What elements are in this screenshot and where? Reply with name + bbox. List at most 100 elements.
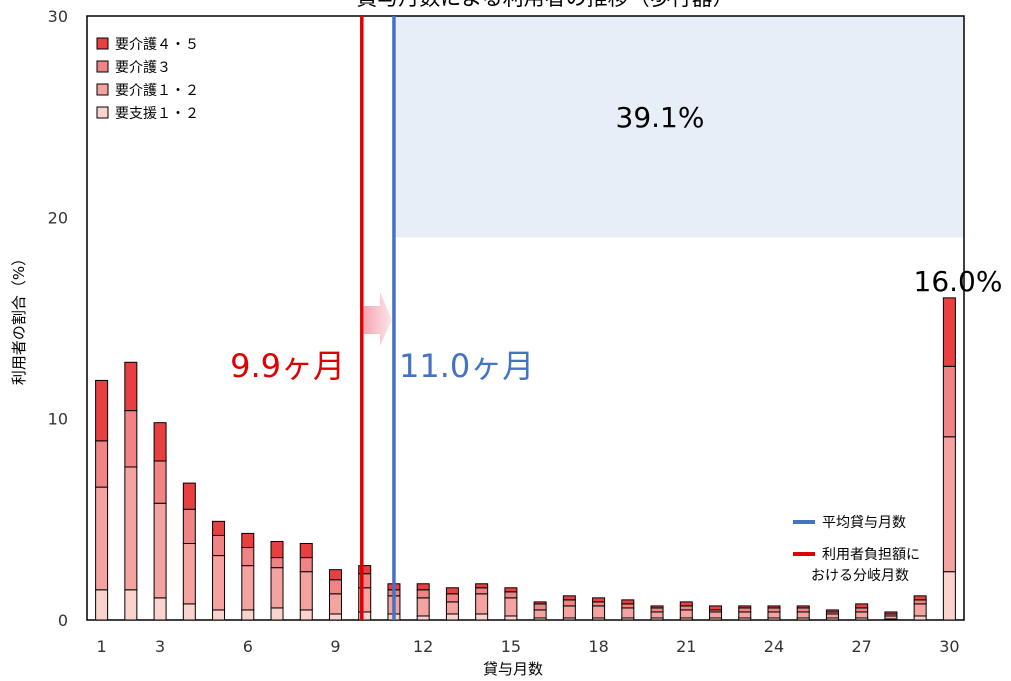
bar-segment (299, 609, 313, 621)
bar-segment (212, 534, 226, 557)
bar-segment (738, 605, 752, 609)
x-tick-label: 12 (413, 637, 433, 656)
bar-segment (416, 597, 430, 617)
legend-label-branch: 利用者負担額における分岐月数 (811, 547, 920, 584)
legend-label: 要支援１・２ (115, 106, 199, 122)
branch-month-label: 9.9ヶ月 (230, 347, 345, 385)
bar-segment (533, 601, 547, 605)
bar-segment (475, 613, 489, 621)
bar-segment (124, 410, 138, 468)
bar-segment (650, 611, 664, 619)
bar-segment (913, 599, 927, 605)
x-tick-label: 1 (97, 637, 107, 656)
bar-segment (562, 599, 576, 607)
x-axis-label: 貸与月数 (483, 660, 543, 677)
bar-segment (767, 607, 781, 613)
bar-segment (328, 593, 342, 615)
bar-segment (679, 605, 693, 611)
x-tick-label: 30 (939, 637, 959, 656)
bar-segment (95, 589, 109, 621)
bar-segment (475, 587, 489, 595)
bar-segment (270, 540, 284, 559)
last-bar-label: 16.0% (914, 265, 1003, 298)
bar-segment (855, 611, 869, 619)
bar-segment (475, 593, 489, 615)
y-tick-label: 10 (48, 410, 68, 429)
bar-segment (153, 502, 167, 599)
bar-segment (416, 589, 430, 599)
legend-swatch (96, 83, 109, 96)
bar-segment (445, 613, 459, 621)
legend-label-average: 平均貸与月数 (822, 515, 906, 531)
bar-segment (942, 571, 956, 621)
bar-segment (621, 599, 635, 605)
bar-segment (445, 601, 459, 615)
bar-segment (241, 565, 255, 611)
y-tick-label: 20 (48, 208, 68, 227)
y-tick-label: 0 (58, 611, 68, 630)
bar-segment (95, 440, 109, 488)
bar-segment (679, 609, 693, 619)
legend-swatch (96, 37, 109, 50)
bar-segment (679, 601, 693, 607)
bar-segment (709, 605, 723, 611)
bar-segment (621, 607, 635, 619)
average-month-label: 11.0ヶ月 (399, 347, 534, 385)
bar-segment (913, 595, 927, 601)
bar-segment (241, 532, 255, 549)
legend-label: 要介護１・２ (115, 83, 199, 99)
bar-segment (592, 601, 606, 607)
bar-segment (153, 460, 167, 504)
bar-segment (913, 615, 927, 621)
bar-segment (299, 571, 313, 611)
bar-segment (182, 482, 196, 510)
bar-segment (533, 603, 547, 611)
bar-segment (416, 615, 430, 621)
legend-swatch (96, 60, 109, 73)
shaded-region (393, 16, 964, 238)
bar-segment (241, 609, 255, 621)
bar-segment (825, 613, 839, 619)
bar-segment (358, 565, 372, 575)
x-tick-label: 24 (764, 637, 784, 656)
bar-segment (767, 605, 781, 609)
bar-segment (796, 605, 810, 609)
bar-segment (621, 603, 635, 609)
y-tick-label: 30 (48, 7, 68, 26)
bar-segment (592, 605, 606, 619)
bar-segment (241, 547, 255, 567)
bar-segment (445, 587, 459, 595)
bar-segment (270, 557, 284, 569)
bar-segment (942, 436, 956, 573)
x-tick-label: 18 (588, 637, 608, 656)
chart-title: 貸与月数による利用者の推移（歩行器） (356, 0, 733, 10)
bar-segment (153, 597, 167, 621)
bar-segment (855, 607, 869, 613)
bar-segment (650, 607, 664, 613)
plot-frame (86, 15, 965, 621)
bar-segment (855, 603, 869, 609)
bar-segment (562, 605, 576, 619)
bar-segment (212, 520, 226, 536)
bar-segment (95, 379, 109, 442)
bar-segment (942, 297, 956, 367)
bar-segment (328, 569, 342, 581)
bar-segment (475, 583, 489, 589)
bar-segment (270, 567, 284, 609)
bar-segment (153, 422, 167, 462)
bar-segment (504, 591, 518, 599)
y-axis-label: 利用者の割合（%） (10, 251, 28, 385)
bar-segment (913, 603, 927, 617)
bar-segment (182, 542, 196, 605)
bar-segment (212, 555, 226, 611)
bar-segment (124, 361, 138, 412)
bar-segment (504, 615, 518, 621)
bar-segment (95, 486, 109, 591)
legend-label: 要介護４・５ (115, 37, 199, 53)
x-tick-label: 27 (852, 637, 872, 656)
bar-segment (328, 613, 342, 621)
legend-swatch (96, 106, 109, 119)
x-tick-label: 21 (676, 637, 696, 656)
bar-segment (884, 611, 898, 615)
